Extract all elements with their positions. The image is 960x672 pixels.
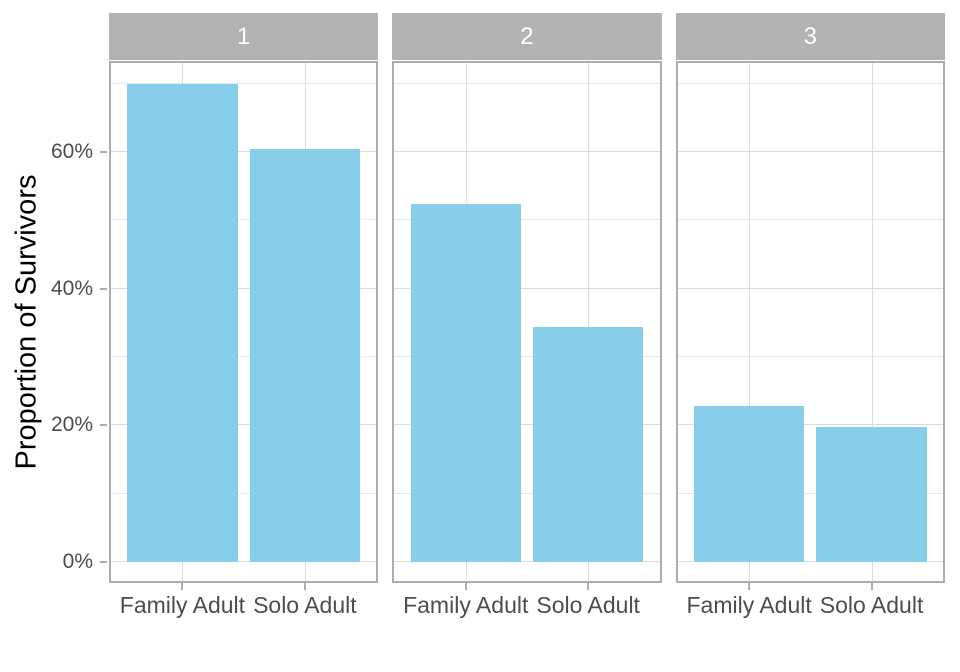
x-tick-label: Family Adult <box>403 592 529 618</box>
x-tick-mark <box>181 583 184 590</box>
bar-family-adult <box>127 83 238 562</box>
gridline-major-h <box>109 560 379 562</box>
facet-strip-1: 1 <box>109 13 379 60</box>
x-tick-mark <box>464 583 467 590</box>
gridline-minor-h <box>675 219 945 221</box>
bar-solo-adult <box>249 149 360 562</box>
facet-strip-label: 2 <box>520 22 534 50</box>
y-tick-label: 40% <box>50 276 93 300</box>
facet-panel-2 <box>392 61 662 583</box>
gridline-major-h <box>109 424 379 426</box>
facet-panel-1 <box>109 61 379 583</box>
bar-solo-adult <box>816 427 927 562</box>
gridline-minor-h <box>392 82 662 84</box>
y-tick-mark <box>100 150 107 153</box>
y-tick-mark <box>100 560 107 563</box>
x-tick-label: Solo Adult <box>253 592 357 618</box>
gridline-minor-h <box>109 219 379 221</box>
gridline-minor-h <box>675 355 945 357</box>
gridline-major-v <box>588 61 590 583</box>
gridline-minor-h <box>675 82 945 84</box>
y-tick-label: 0% <box>62 549 93 573</box>
gridline-minor-h <box>675 492 945 494</box>
gridline-major-v <box>749 61 751 583</box>
facet-panel-3 <box>675 61 945 583</box>
y-tick-label: 60% <box>50 139 93 163</box>
x-tick-mark <box>748 583 751 590</box>
y-tick-mark <box>100 287 107 290</box>
gridline-major-h <box>392 287 662 289</box>
bar-family-adult <box>410 203 521 562</box>
x-tick-mark <box>587 583 590 590</box>
x-tick-label: Family Adult <box>119 592 246 618</box>
gridline-minor-h <box>392 219 662 221</box>
gridline-major-h <box>109 150 379 152</box>
bar-solo-adult <box>533 327 644 562</box>
gridline-minor-h <box>109 355 379 357</box>
bar-family-adult <box>694 406 805 562</box>
gridline-major-h <box>392 424 662 426</box>
gridline-major-h <box>675 287 945 289</box>
x-tick-mark <box>870 583 873 590</box>
facet-strip-label: 3 <box>803 22 818 50</box>
facet-strip-label: 1 <box>236 22 251 50</box>
x-tick-label: Solo Adult <box>819 592 924 618</box>
x-tick-mark <box>303 583 306 590</box>
y-tick-label: 20% <box>50 413 93 437</box>
gridline-minor-h <box>109 82 379 84</box>
gridline-minor-h <box>109 492 379 494</box>
gridline-major-h <box>675 424 945 426</box>
x-tick-label: Solo Adult <box>536 592 640 618</box>
gridline-major-h <box>109 287 379 289</box>
gridline-major-h <box>392 560 662 562</box>
x-tick-label: Family Adult <box>686 592 812 618</box>
gridline-minor-h <box>392 355 662 357</box>
facet-strip-2: 2 <box>392 13 662 60</box>
gridline-major-h <box>675 150 945 152</box>
gridline-major-h <box>392 150 662 152</box>
facet-strip-3: 3 <box>675 13 945 60</box>
y-tick-mark <box>100 424 107 427</box>
gridline-major-h <box>675 560 945 562</box>
gridline-major-v <box>871 61 873 583</box>
gridline-minor-h <box>392 492 662 494</box>
